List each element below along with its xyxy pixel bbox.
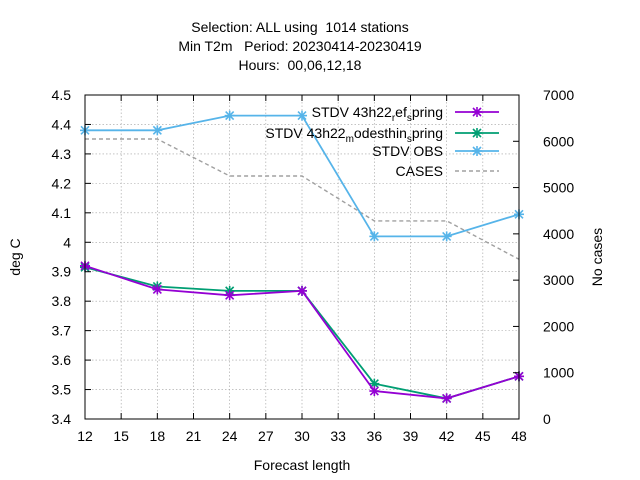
tick-labels: 12 15 18 21 24 27 30 33 36 39 42 45 48 3.4 3.5 3.6 3.7 3.… <box>52 87 575 444</box>
data-point <box>297 110 307 121</box>
y2-axis-label: No cases <box>589 228 605 286</box>
data-point <box>472 146 482 156</box>
data-point <box>369 231 380 242</box>
x-tick-label: 15 <box>113 428 129 444</box>
y2-tick-label: 7000 <box>543 87 574 103</box>
y2-tick-label: 5000 <box>543 180 574 196</box>
legend-label: STDV 43h22refspring <box>312 104 443 124</box>
x-tick-label: 18 <box>150 428 166 444</box>
x-tick-label: 45 <box>475 428 491 444</box>
y2-tick-label: 0 <box>543 411 551 427</box>
chart-title: Selection: ALL using 1014 stations Min T2… <box>178 19 422 73</box>
y-tick-label: 3.4 <box>52 411 72 427</box>
x-tick-label: 48 <box>511 428 527 444</box>
legend-label: STDV OBS <box>372 143 443 159</box>
y-tick-label: 3.6 <box>52 352 72 368</box>
legend-entry: STDV 43h22refspring <box>312 104 499 124</box>
x-axis-label: Forecast length <box>254 457 351 473</box>
y-tick-label: 4 <box>63 234 71 250</box>
x-tick-label: 24 <box>222 428 238 444</box>
data-point <box>441 393 452 404</box>
x-tick-label: 33 <box>330 428 346 444</box>
legend-label-part: ef <box>395 104 407 120</box>
legend-label-part: odesthin <box>354 125 407 141</box>
y-tick-label: 4.5 <box>52 87 72 103</box>
data-point <box>224 110 235 121</box>
data-point <box>152 284 163 295</box>
data-point <box>472 128 482 138</box>
legend-label: CASES <box>396 163 443 179</box>
y-tick-label: 4.1 <box>52 205 72 221</box>
y-tick-label: 4.3 <box>52 146 72 162</box>
data-point <box>369 386 380 397</box>
legend-label-part: STDV 43h22 <box>265 125 345 141</box>
x-tick-label: 36 <box>367 428 383 444</box>
y-axis-label: deg C <box>7 238 23 275</box>
data-point <box>441 231 452 242</box>
y-tick-label: 3.8 <box>52 293 72 309</box>
data-point <box>472 107 482 117</box>
legend-label: STDV 43h22modesthinspring <box>265 125 443 145</box>
legend-label-part: CASES <box>396 163 443 179</box>
legend-entry: STDV OBS <box>372 143 499 159</box>
grid-lines <box>85 95 519 419</box>
x-tick-label: 42 <box>439 428 455 444</box>
y2-tick-label: 6000 <box>543 133 574 149</box>
data-point <box>297 285 307 296</box>
legend-label-part: m <box>346 134 354 145</box>
series-line <box>85 138 520 260</box>
data-point <box>152 125 163 136</box>
legend-entry: CASES <box>396 163 499 179</box>
y2-tick-label: 3000 <box>543 272 574 288</box>
series-3 <box>85 138 520 260</box>
x-tick-label: 21 <box>186 428 202 444</box>
title-line: Selection: ALL using 1014 stations <box>191 19 408 35</box>
y-tick-label: 3.9 <box>52 264 72 280</box>
x-tick-label: 27 <box>258 428 274 444</box>
x-tick-label: 39 <box>403 428 419 444</box>
y2-tick-label: 1000 <box>543 365 574 381</box>
legend-label-part: s <box>407 134 412 145</box>
y-tick-label: 3.5 <box>52 382 72 398</box>
legend-label-part: STDV 43h22 <box>312 104 392 120</box>
y-tick-label: 4.2 <box>52 175 72 191</box>
y2-tick-label: 4000 <box>543 226 574 242</box>
legend-label-part: STDV OBS <box>372 143 443 159</box>
legend-label-part: r <box>392 113 396 124</box>
x-tick-label: 12 <box>77 428 93 444</box>
legend-label-part: pring <box>412 104 443 120</box>
y-tick-label: 4.4 <box>52 116 72 132</box>
legend-label-part: pring <box>412 125 443 141</box>
tick-marks <box>84 94 520 420</box>
legend-label-part: s <box>407 113 412 124</box>
y2-tick-label: 2000 <box>543 318 574 334</box>
legend-entry: STDV 43h22modesthinspring <box>265 125 499 145</box>
x-tick-label: 30 <box>294 428 310 444</box>
data-point <box>224 290 235 301</box>
title-line: Min T2m Period: 20230414-20230419 <box>178 38 422 54</box>
title-line: Hours: 00,06,12,18 <box>239 57 362 73</box>
y-tick-label: 3.7 <box>52 323 72 339</box>
